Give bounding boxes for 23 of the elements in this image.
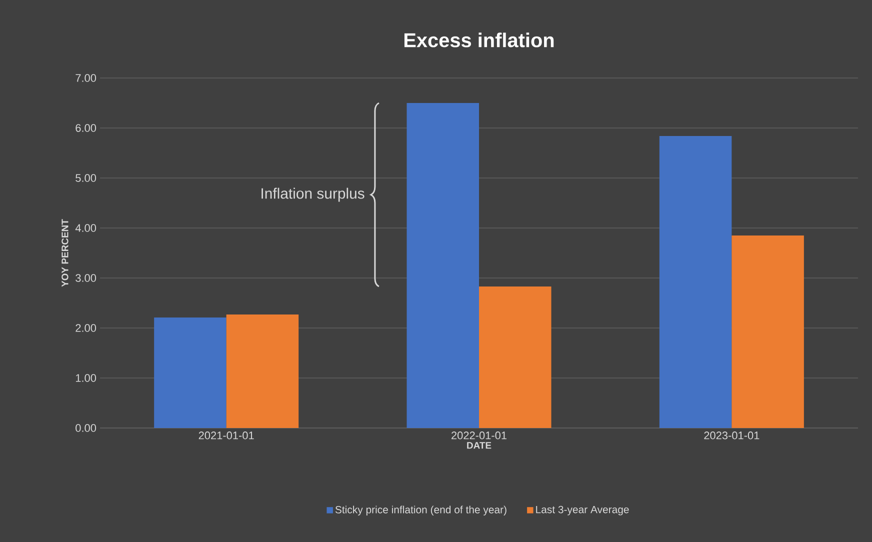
y-tick-label: 6.00: [76, 124, 96, 132]
x-tick-label: 2023-01-01: [704, 432, 760, 440]
bar: [659, 136, 732, 428]
annotation: Inflation surplus: [262, 188, 364, 202]
y-tick-label: 3.00: [76, 274, 96, 282]
legend-label: Sticky price inflation (end of the year): [335, 506, 506, 516]
bar: [406, 103, 480, 428]
bar: [154, 318, 226, 428]
y-tick-label: 1.00: [76, 374, 96, 382]
chart-title: Excess inflation: [404, 32, 554, 48]
y-tick-label: 7.00: [76, 74, 96, 82]
y-tick-label: 0.00: [76, 424, 96, 432]
bar: [732, 236, 804, 428]
bar: [226, 314, 299, 428]
x-tick-label: 2022-01-01: [452, 432, 506, 440]
x-tick-label: 2021-01-01: [198, 432, 254, 440]
y-tick-label: 2.00: [76, 324, 96, 332]
legend-label: Last 3-year Average: [536, 506, 629, 516]
y-tick-label: 5.00: [76, 174, 96, 182]
bar: [479, 286, 552, 428]
x-axis-title: DATE: [467, 442, 492, 449]
y-tick-label: 4.00: [75, 224, 96, 232]
y-axis-title: YOY PERCENT: [62, 219, 68, 287]
